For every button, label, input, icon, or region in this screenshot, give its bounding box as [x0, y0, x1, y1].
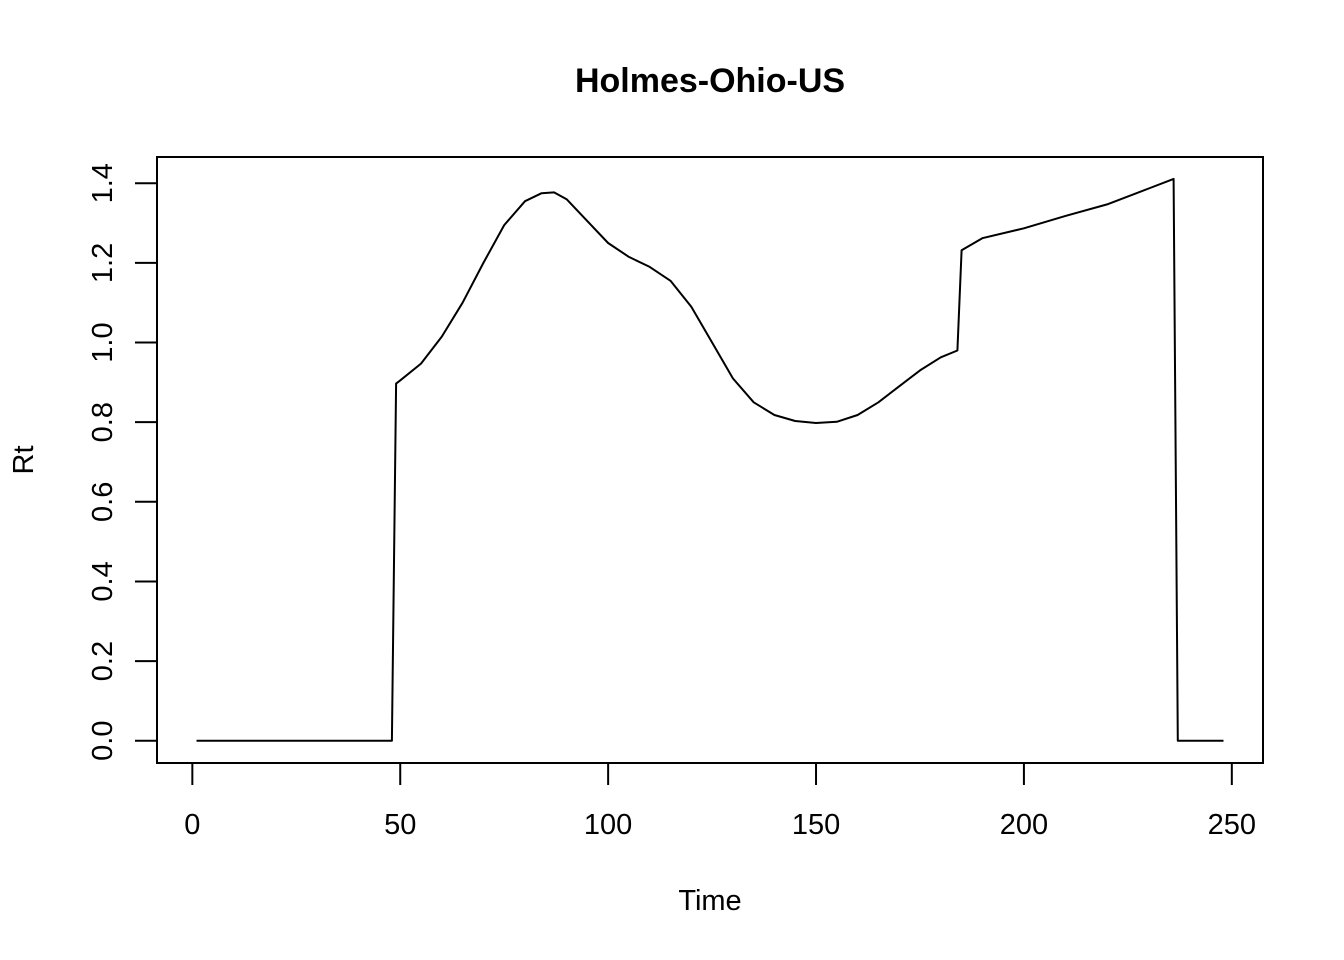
y-tick-label: 1.0: [87, 322, 119, 362]
x-tick-label: 100: [584, 809, 632, 841]
x-axis: 0 50 100 150 200 250: [184, 762, 1256, 841]
y-axis-label: Rt: [8, 446, 40, 475]
x-tick-label: 250: [1208, 809, 1256, 841]
x-tick-label: 200: [1000, 809, 1048, 841]
x-tick-label: 150: [792, 809, 840, 841]
series-line: [196, 177, 1224, 742]
y-tick-label: 0.8: [87, 402, 119, 442]
y-tick-label: 0.2: [87, 641, 119, 681]
x-tick-label: 50: [384, 809, 416, 841]
y-tick-label: 0.0: [87, 721, 119, 761]
x-tick-label: 0: [184, 809, 200, 841]
y-tick-label: 0.6: [87, 482, 119, 522]
y-tick-label: 1.2: [87, 243, 119, 283]
x-axis-label: Time: [678, 885, 741, 917]
y-tick-label: 1.4: [87, 163, 119, 203]
plot-frame: [156, 156, 1264, 764]
chart-title: Holmes-Ohio-US: [575, 62, 845, 100]
series-layer: [196, 177, 1224, 742]
y-axis: 0.0 0.2 0.4 0.6 0.8 1.0 1.2 1.4: [87, 163, 158, 761]
y-tick-label: 0.4: [87, 561, 119, 601]
